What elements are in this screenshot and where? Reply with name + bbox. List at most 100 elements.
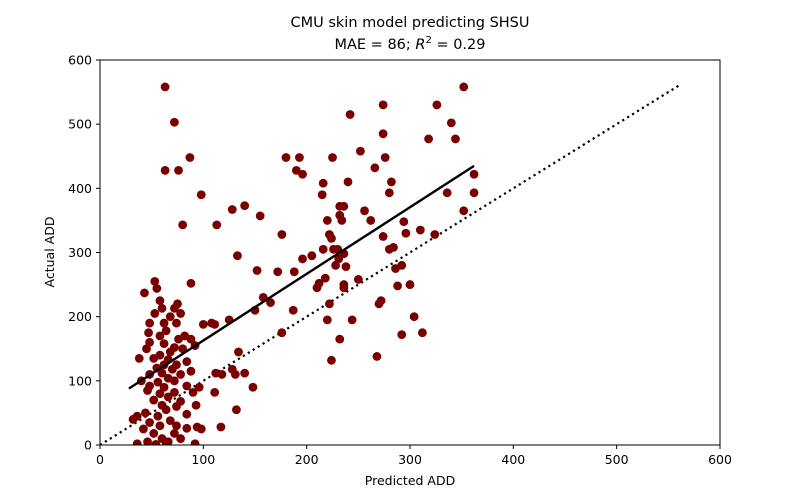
plot-area: 0 100 200 300 400 500 600 0 100 200 300 400 500 600 [68,53,732,468]
data-point [353,275,363,284]
data-point [216,422,226,432]
data-point [255,211,265,221]
data-point [170,429,179,438]
data-point [335,334,345,344]
data-point [227,205,237,214]
data-point [356,146,365,156]
data-point [151,439,161,445]
subtitle-suffix: = 0.29 [432,37,486,53]
y-tick-label: 0 [84,438,92,453]
x-tick-label: 200 [295,452,319,467]
data-point [190,439,200,445]
data-point [194,382,204,392]
data-point [176,309,186,318]
data-point [186,278,196,288]
data-point [397,330,407,340]
data-point [327,355,336,365]
data-point [165,312,175,322]
data-point [170,117,179,127]
y-tick-label: 200 [68,309,92,324]
data-point [451,134,460,144]
data-point [143,386,152,395]
data-point [159,318,169,328]
data-point [176,370,186,379]
data-point [150,309,160,318]
data-point [430,230,440,239]
data-point [155,350,165,360]
data-point [165,416,175,426]
data-point [339,201,349,211]
data-point [248,382,258,392]
data-point [298,254,307,264]
data-point [281,153,291,162]
y-axis-label: Actual ADD [42,217,57,288]
data-point [149,429,159,438]
data-point [432,100,442,110]
data-point [196,190,206,200]
data-point [170,387,179,397]
data-point [159,382,169,392]
data-point [173,299,182,309]
data-point [157,303,167,313]
data-point [314,278,324,288]
data-point [378,232,388,241]
data-point [211,368,221,378]
data-point [337,216,347,225]
data-point [144,328,153,338]
data-point [387,177,396,187]
x-tick-label: 600 [708,452,732,467]
data-point [252,266,262,275]
data-point [273,267,283,277]
y-tick-label: 500 [68,117,92,132]
data-point [409,312,419,322]
data-point [163,392,173,402]
data-point [405,280,415,289]
data-point [132,439,142,445]
data-point [325,299,334,309]
data-point [186,334,196,344]
data-point [424,134,433,144]
data-point [155,331,165,341]
data-point [212,220,222,230]
data-point [298,169,307,179]
data-point [266,298,275,307]
data-point [160,165,170,175]
data-point [327,233,336,243]
data-point [347,315,357,325]
subtitle-exp: 2 [425,35,431,46]
data-point [165,347,175,357]
data-point [153,411,163,421]
data-point [289,267,299,277]
data-point [196,424,206,434]
x-tick-label: 100 [191,452,215,467]
data-point [142,344,151,354]
data-point [370,163,380,173]
data-point [191,400,201,410]
data-point [178,344,188,354]
data-point [198,319,208,329]
data-point [233,251,242,261]
data-point [174,165,183,175]
chart-title: CMU skin model predicting SHSU [290,15,529,31]
data-point [128,414,138,424]
data-point [318,178,328,188]
fit-line [128,164,475,390]
data-point [152,284,162,293]
data-point [182,381,192,391]
x-axis-label: Predicted ADD [365,473,455,488]
data-point [469,188,479,198]
subtitle-prefix: MAE = 86; [334,37,415,53]
data-point [399,217,409,227]
data-point [318,244,328,254]
data-point [360,206,369,216]
data-point [149,395,159,405]
data-point [295,153,304,162]
y-tick-label: 300 [68,245,92,260]
data-point [389,242,398,252]
data-point [182,423,192,433]
data-point [186,366,196,376]
data-point [155,421,165,431]
data-point [322,315,332,325]
data-point [234,347,243,357]
data-point [145,318,155,328]
